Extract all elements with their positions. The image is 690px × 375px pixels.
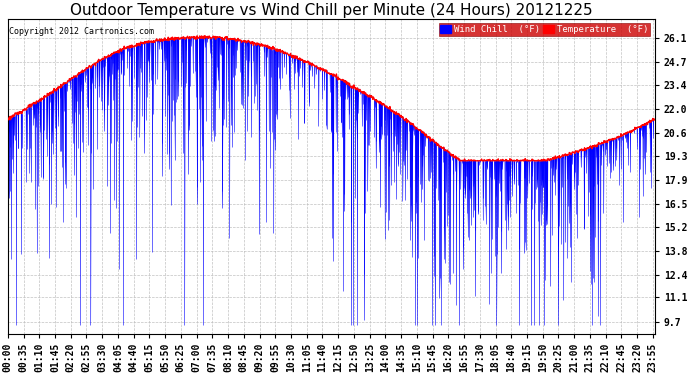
Title: Outdoor Temperature vs Wind Chill per Minute (24 Hours) 20121225: Outdoor Temperature vs Wind Chill per Mi… — [70, 3, 593, 18]
Legend: Wind Chill  (°F), Temperature  (°F): Wind Chill (°F), Temperature (°F) — [439, 24, 650, 36]
Text: Copyright 2012 Cartronics.com: Copyright 2012 Cartronics.com — [9, 27, 154, 36]
